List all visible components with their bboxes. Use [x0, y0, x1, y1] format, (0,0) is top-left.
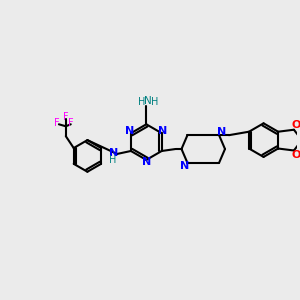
Text: N: N: [158, 126, 167, 136]
Text: O: O: [291, 120, 300, 130]
Text: N: N: [125, 126, 134, 136]
Text: O: O: [291, 150, 300, 161]
Text: H: H: [110, 155, 117, 165]
Text: F: F: [54, 118, 60, 128]
Text: N: N: [142, 157, 151, 167]
Text: F: F: [68, 118, 74, 128]
Text: H: H: [151, 97, 158, 106]
Text: N: N: [218, 127, 227, 137]
Text: H: H: [138, 97, 145, 106]
Text: N: N: [110, 148, 119, 158]
Text: N: N: [144, 96, 152, 106]
Text: F: F: [63, 112, 69, 122]
Text: N: N: [180, 161, 189, 171]
